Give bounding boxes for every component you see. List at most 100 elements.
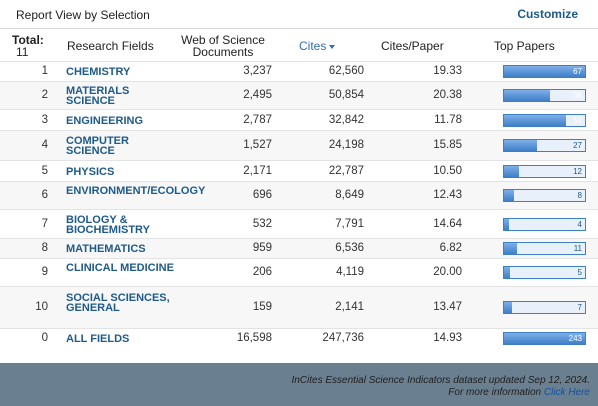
row-field-link[interactable]: SOCIAL SCIENCES, GENERAL xyxy=(66,292,170,314)
top-papers-bar-fill xyxy=(504,302,513,313)
row-rank: 5 xyxy=(41,164,48,177)
top-papers-bar[interactable]: 7 xyxy=(503,301,586,314)
top-papers-bar[interactable]: 27 xyxy=(503,139,586,152)
table-row: 4 COMPUTER SCIENCE 1,527 24,198 15.85 27 xyxy=(0,130,598,160)
top-papers-bar[interactable]: 243 xyxy=(503,332,586,345)
row-cites: 22,787 xyxy=(328,164,364,177)
table-row: 3 ENGINEERING 2,787 32,842 11.78 51 xyxy=(0,109,598,130)
row-rank: 2 xyxy=(41,89,48,101)
top-papers-bar[interactable]: 38 xyxy=(503,89,586,102)
report-panel: Report View by Selection Customize Total… xyxy=(0,0,598,363)
row-rank: 10 xyxy=(35,301,48,313)
footer-more-info: For more information Click Here xyxy=(291,387,590,399)
row-cites: 8,649 xyxy=(335,189,364,201)
row-cites: 247,736 xyxy=(322,332,364,344)
top-papers-count: 4 xyxy=(577,219,582,229)
row-documents: 532 xyxy=(252,217,272,230)
row-documents: 959 xyxy=(252,242,272,254)
top-papers-bar[interactable]: 8 xyxy=(503,189,586,202)
row-field-link[interactable]: ENVIRONMENT/ECOLOGY xyxy=(66,185,206,197)
top-papers-count: 51 xyxy=(573,115,582,125)
top-papers-count: 27 xyxy=(573,141,582,150)
top-papers-count: 5 xyxy=(577,268,582,277)
row-cites-per-paper: 20.38 xyxy=(433,89,462,101)
top-papers-count: 7 xyxy=(577,303,582,312)
top-papers-bar[interactable]: 4 xyxy=(503,217,586,231)
row-documents: 2,171 xyxy=(243,164,272,177)
row-rank: 8 xyxy=(41,242,48,254)
row-cites: 6,536 xyxy=(335,242,364,254)
row-field-link[interactable]: BIOLOGY & BIOCHEMISTRY xyxy=(66,213,150,236)
column-wos-documents[interactable]: Web of Science Documents xyxy=(181,33,265,59)
total-label: Total: xyxy=(12,33,44,47)
row-field-link[interactable]: COMPUTER SCIENCE xyxy=(66,135,129,157)
row-rank: 3 xyxy=(41,113,48,126)
top-papers-bar-fill xyxy=(504,267,511,278)
row-cites: 7,791 xyxy=(335,217,364,230)
row-cites: 24,198 xyxy=(328,139,364,151)
row-cites-per-paper: 6.82 xyxy=(439,242,462,254)
top-papers-count: 38 xyxy=(573,91,582,100)
row-cites: 2,141 xyxy=(335,301,364,313)
row-rank: 1 xyxy=(41,65,48,77)
row-cites-per-paper: 13.47 xyxy=(433,301,462,313)
top-papers-bar[interactable]: 67 xyxy=(503,65,586,78)
column-cites[interactable]: Cites xyxy=(299,39,336,53)
row-cites-per-paper: 12.43 xyxy=(433,189,462,201)
row-cites: 32,842 xyxy=(328,113,364,126)
row-documents: 1,527 xyxy=(243,139,272,151)
row-documents: 206 xyxy=(252,266,272,278)
row-field-link[interactable]: CLINICAL MEDICINE xyxy=(66,262,174,274)
top-papers-bar[interactable]: 51 xyxy=(503,113,586,127)
row-documents: 696 xyxy=(252,189,272,201)
column-research-fields[interactable]: Research Fields xyxy=(67,39,154,53)
row-cites-per-paper: 20.00 xyxy=(433,266,462,278)
top-papers-bar[interactable]: 11 xyxy=(503,242,586,255)
table-row: 10 SOCIAL SCIENCES, GENERAL 159 2,141 13.47 7 xyxy=(0,286,598,328)
click-here-link[interactable]: Click Here xyxy=(543,387,590,398)
top-papers-bar-fill xyxy=(504,165,519,177)
column-cites-per-paper[interactable]: Cites/Paper xyxy=(381,39,444,53)
table-row: 8 MATHEMATICS 959 6,536 6.82 11 xyxy=(0,238,598,258)
footer-dataset-note: InCites Essential Science Indicators dat… xyxy=(291,375,590,386)
row-rank: 0 xyxy=(41,332,48,344)
row-field-link[interactable]: ALL FIELDS xyxy=(66,333,130,345)
row-field-link[interactable]: MATHEMATICS xyxy=(66,243,146,255)
footer-more-info-text: For more information xyxy=(448,387,542,398)
table-row: 0 ALL FIELDS 16,598 247,736 14.93 243 xyxy=(0,328,598,348)
table-row: 2 MATERIALS SCIENCE 2,495 50,854 20.38 38 xyxy=(0,81,598,109)
row-cites-per-paper: 19.33 xyxy=(433,65,462,77)
row-cites: 50,854 xyxy=(328,89,364,101)
top-papers-bar-fill xyxy=(504,218,509,230)
top-papers-bar-fill xyxy=(504,114,566,126)
row-cites-per-paper: 14.64 xyxy=(433,217,462,230)
row-documents: 159 xyxy=(252,301,272,313)
customize-button[interactable]: Customize xyxy=(517,7,578,21)
row-cites-per-paper: 15.85 xyxy=(433,139,462,151)
row-cites-per-paper: 14.93 xyxy=(433,332,462,344)
row-rank: 9 xyxy=(41,266,48,278)
row-cites: 4,119 xyxy=(336,266,364,278)
sort-descending-icon xyxy=(329,44,336,49)
top-papers-count: 243 xyxy=(568,334,582,343)
top-papers-bar-fill xyxy=(504,190,514,201)
row-field-link[interactable]: CHEMISTRY xyxy=(66,66,131,78)
row-rank: 4 xyxy=(41,139,48,151)
top-papers-bar[interactable]: 5 xyxy=(503,266,586,279)
report-header: Report View by Selection Customize xyxy=(0,0,598,29)
row-rank: 6 xyxy=(41,189,48,201)
row-field-link[interactable]: MATERIALS SCIENCE xyxy=(66,85,130,107)
column-top-papers[interactable]: Top Papers xyxy=(494,39,555,53)
row-documents: 3,237 xyxy=(243,65,272,77)
table-row: 7 BIOLOGY & BIOCHEMISTRY 532 7,791 14.64 4 xyxy=(0,209,598,238)
row-field-link[interactable]: PHYSICS xyxy=(66,165,115,178)
top-papers-count: 11 xyxy=(573,244,582,253)
column-cites-label: Cites xyxy=(299,39,327,53)
row-field-link[interactable]: ENGINEERING xyxy=(66,114,144,127)
top-papers-bar-fill xyxy=(504,140,537,151)
top-papers-count: 8 xyxy=(577,191,582,200)
top-papers-bar[interactable]: 12 xyxy=(503,164,586,178)
row-rank: 7 xyxy=(41,217,48,230)
row-cites: 62,560 xyxy=(328,65,364,77)
footer: InCites Essential Science Indicators dat… xyxy=(291,375,590,399)
